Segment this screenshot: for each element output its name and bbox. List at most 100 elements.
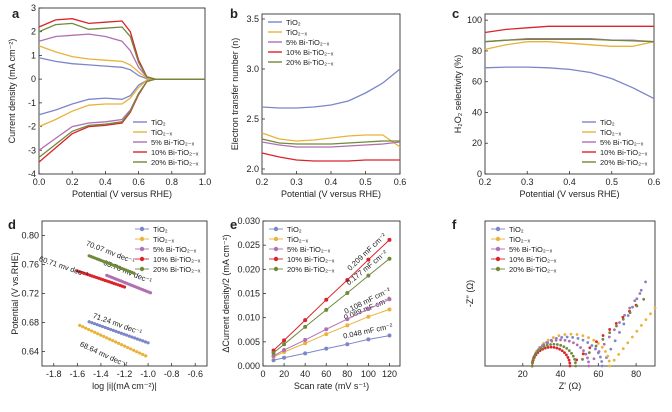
x-tick-label: 0.2 <box>256 177 269 187</box>
eis-point <box>581 352 585 356</box>
x-tick-label: 0.3 <box>521 177 534 187</box>
y-tick-label: 100 <box>467 15 482 25</box>
y-tick-label: 20 <box>472 138 482 148</box>
x-tick-label: 1.0 <box>199 177 212 187</box>
cdl-point <box>387 297 392 302</box>
eis-point <box>621 317 625 321</box>
tafel-point <box>90 329 94 333</box>
eis-point <box>566 356 570 359</box>
eis-point <box>594 347 597 351</box>
tafel-point <box>138 351 142 355</box>
eis-point <box>618 330 621 334</box>
legend-marker <box>273 246 279 252</box>
tafel-point <box>117 341 121 345</box>
y-tick-label: 0.000 <box>237 361 260 371</box>
eis-point <box>642 297 646 301</box>
series-line <box>261 68 401 109</box>
legend-entry: 5% Bi-TiO₂₋ₓ <box>153 245 197 254</box>
x-tick-label: 0.3 <box>290 177 303 187</box>
eis-point <box>569 332 573 336</box>
cdl-point <box>303 318 308 323</box>
y-tick-label: -1 <box>28 98 36 108</box>
eis-point <box>612 328 616 332</box>
legend-marker <box>139 246 145 252</box>
x-tick-label: 0.8 <box>166 177 179 187</box>
legend-entry: 10% Bi-TiO₂₋ₓ <box>151 148 199 157</box>
eis-point <box>639 288 643 292</box>
legend-entry: 10% Bi-TiO₂₋ₓ <box>600 148 648 157</box>
eis-point <box>635 297 639 301</box>
cdl-point <box>366 257 371 262</box>
x-tick-label: 20 <box>279 369 289 379</box>
y-tick-label: 80 <box>472 46 482 56</box>
eis-point <box>571 354 575 358</box>
x-tick-label: -1.8 <box>46 369 62 379</box>
eis-point <box>573 357 577 361</box>
x-tick-label: 80 <box>631 369 641 379</box>
tafel-point <box>125 333 129 337</box>
tafel-point <box>148 291 153 295</box>
eis-point <box>537 349 540 353</box>
y-tick-label: 3.0 <box>246 64 259 74</box>
cdl-point <box>387 256 392 261</box>
y-tick-label: 3 <box>31 3 36 13</box>
eis-point <box>575 333 579 336</box>
y-tick-label: 0 <box>31 74 36 84</box>
y-axis-label: ΔCurrent density/2 (mA cm⁻²) <box>221 234 231 352</box>
legend-entry: TiO₂₋ₓ <box>153 235 175 244</box>
eis-point <box>601 334 605 337</box>
cdl-point <box>345 323 350 328</box>
legend-marker <box>273 226 279 232</box>
panel-letter: f <box>452 217 457 232</box>
y-tick-label: 2.5 <box>246 114 259 124</box>
tafel-point <box>111 328 115 332</box>
eis-point <box>626 341 630 345</box>
eis-point <box>592 338 596 342</box>
eis-point <box>531 357 535 361</box>
eis-point <box>631 305 634 309</box>
legend-marker <box>273 256 279 262</box>
eis-point <box>588 346 592 350</box>
y-axis-label: Current density (mA cm⁻²) <box>7 39 17 144</box>
cdl-point <box>271 350 276 355</box>
eis-point <box>550 339 554 343</box>
eis-point <box>621 347 625 350</box>
x-axis-label: Potential (V versus RHE) <box>519 189 619 199</box>
eis-point <box>601 337 605 341</box>
y-tick-label: 0.020 <box>237 264 260 274</box>
x-tick-label: 20 <box>518 369 528 379</box>
eis-point <box>582 349 585 353</box>
legend-entry: 5% Bi-TiO₂₋ₓ <box>600 138 644 147</box>
eis-point <box>562 345 566 349</box>
legend-marker <box>273 266 279 272</box>
y-axis-label: -Z'' (Ω) <box>465 280 475 307</box>
tafel-point <box>123 344 127 348</box>
legend-entry: TiO₂₋ₓ <box>286 28 308 37</box>
series-line <box>261 152 400 162</box>
tafel-point <box>143 340 147 344</box>
legend-marker <box>139 256 145 262</box>
eis-point <box>613 339 617 343</box>
cdl-point <box>366 337 371 342</box>
eis-point <box>539 347 543 350</box>
y-axis-label: Potential (V vs.RHE) <box>10 252 20 335</box>
tafel-point <box>141 352 145 357</box>
legend-marker <box>495 266 501 272</box>
eis-point <box>567 339 571 343</box>
y-tick-label: 0.015 <box>237 289 260 299</box>
legend-marker <box>495 236 501 242</box>
cdl-point <box>345 317 350 322</box>
legend-marker <box>273 236 279 242</box>
tafel-point <box>141 339 145 343</box>
chart-panel-e: 0 20 40 60 80 100 120 0.000 0.005 0.010 0.015 0.020… <box>221 216 401 391</box>
legend-entry: TiO₂₋ₓ <box>287 235 309 244</box>
eis-point <box>565 347 569 350</box>
cdl-point <box>324 327 329 332</box>
eis-point <box>594 344 598 348</box>
tafel-point <box>98 323 102 328</box>
legend-entry: TiO₂ <box>286 18 301 27</box>
eis-point <box>600 345 604 349</box>
tafel-point <box>132 348 136 352</box>
eis-point <box>568 364 572 368</box>
